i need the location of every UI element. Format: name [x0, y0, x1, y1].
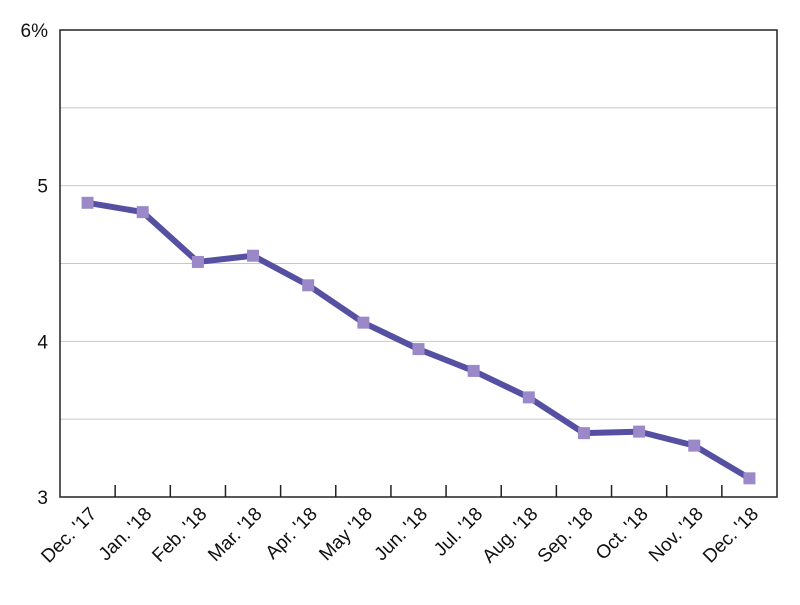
data-marker — [688, 439, 701, 452]
x-tick-label: Dec. '18 — [699, 504, 763, 568]
x-tick-label: May '18 — [315, 504, 376, 565]
x-tick-label: Jan. '18 — [95, 504, 156, 565]
data-marker — [302, 279, 315, 292]
data-marker — [247, 249, 260, 262]
data-marker — [81, 196, 94, 209]
y-tick-label: 5 — [37, 177, 48, 198]
x-tick-label: Sep. '18 — [534, 504, 598, 568]
x-tick-label: Oct. '18 — [592, 504, 653, 565]
data-marker — [412, 343, 425, 356]
x-tick-label: Mar. '18 — [204, 504, 266, 566]
plot-frame — [59, 29, 778, 498]
data-marker — [136, 206, 149, 219]
x-tick-label: Feb. '18 — [148, 504, 211, 567]
x-tick-label: Aug. '18 — [479, 504, 543, 568]
data-marker — [577, 427, 590, 440]
data-line — [87, 199, 751, 481]
x-tick-label: Jun. '18 — [371, 504, 432, 565]
data-marker — [633, 425, 646, 438]
y-tick-label: 6% — [21, 21, 49, 42]
data-marker — [467, 364, 480, 377]
x-tick-label: Nov. '18 — [645, 504, 708, 567]
y-tick-label: 3 — [37, 488, 48, 509]
x-tick-label: Dec. '17 — [37, 504, 101, 568]
data-marker — [191, 255, 204, 268]
data-marker — [743, 472, 756, 485]
data-marker — [357, 316, 370, 329]
x-tick-label: Apr. '18 — [262, 504, 322, 564]
data-marker — [522, 391, 535, 404]
y-tick-label: 4 — [37, 332, 48, 353]
